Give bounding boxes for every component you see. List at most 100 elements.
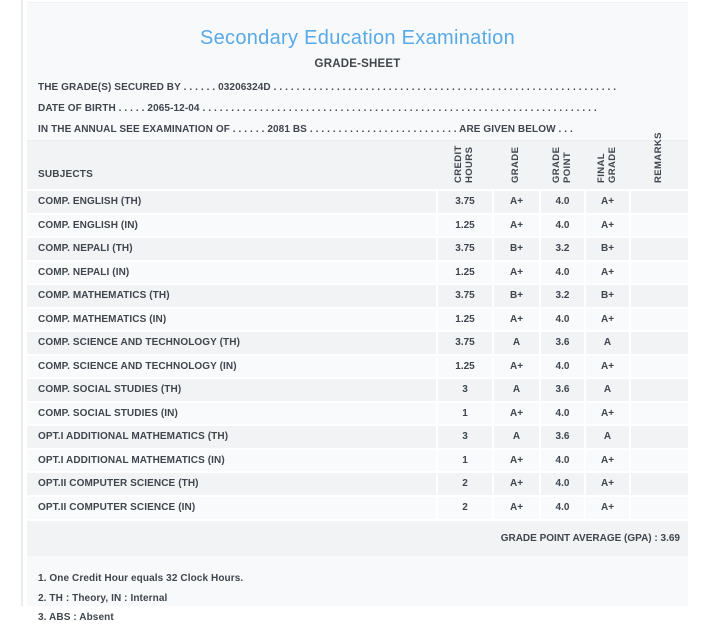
grade-table-body: COMP. ENGLISH (TH) 3.75 A+ 4.0 A+ COMP. … bbox=[27, 189, 688, 519]
subject-cell: OPT.II COMPUTER SCIENCE (IN) bbox=[27, 494, 437, 519]
subject-cell: OPT.I ADDITIONAL MATHEMATICS (TH) bbox=[27, 424, 437, 449]
grade-point-cell: 4.0 bbox=[539, 400, 585, 425]
footnotes: 1. One Credit Hour equals 32 Clock Hours… bbox=[38, 569, 688, 628]
table-row: COMP. NEPALI (IN) 1.25 A+ 4.0 A+ bbox=[27, 259, 688, 284]
remarks-cell bbox=[629, 259, 688, 284]
footnote-3: 3. ABS : Absent bbox=[38, 612, 114, 623]
subject-cell: COMP. SCIENCE AND TECHNOLOGY (IN) bbox=[27, 353, 437, 378]
subject-cell: COMP. NEPALI (IN) bbox=[27, 259, 437, 284]
credit-hours-cell: 2 bbox=[436, 494, 493, 519]
table-row: COMP. SCIENCE AND TECHNOLOGY (TH) 3.75 A… bbox=[27, 330, 688, 355]
final-grade-cell: A+ bbox=[584, 212, 630, 237]
table-row: COMP. MATHEMATICS (IN) 1.25 A+ 4.0 A+ bbox=[27, 306, 688, 331]
column-header-remarks-label: REMARKS bbox=[652, 132, 664, 183]
table-row: COMP. ENGLISH (TH) 3.75 A+ 4.0 A+ bbox=[27, 189, 688, 214]
final-grade-cell: A+ bbox=[584, 189, 630, 214]
sheet-subtitle: GRADE-SHEET bbox=[314, 58, 401, 70]
column-header-remarks: REMARKS bbox=[630, 132, 688, 191]
credit-hours-cell: 3.75 bbox=[436, 236, 493, 261]
column-header-grade: GRADE bbox=[493, 141, 540, 191]
grade-point-cell: 3.6 bbox=[539, 377, 585, 402]
gpa-label: GRADE POINT AVERAGE (GPA) : bbox=[500, 533, 658, 544]
footnote-1: 1. One Credit Hour equals 32 Clock Hours… bbox=[38, 573, 244, 584]
grade-point-cell: 3.2 bbox=[539, 283, 585, 308]
footnote-2: 2. TH : Theory, IN : Internal bbox=[38, 592, 168, 604]
table-row: COMP. SCIENCE AND TECHNOLOGY (IN) 1.25 A… bbox=[27, 353, 688, 378]
grade-cell: A+ bbox=[492, 189, 540, 214]
subject-cell: OPT.I ADDITIONAL MATHEMATICS (IN) bbox=[27, 447, 437, 472]
remarks-cell bbox=[629, 424, 688, 449]
table-row: COMP. MATHEMATICS (TH) 3.75 B+ 3.2 B+ bbox=[27, 283, 688, 308]
table-row: OPT.II COMPUTER SCIENCE (TH) 2 A+ 4.0 A+ bbox=[27, 471, 688, 496]
column-header-credit-hours-label: CREDIT HOURS bbox=[453, 145, 475, 183]
final-grade-cell: A+ bbox=[584, 259, 630, 284]
credit-hours-cell: 1.25 bbox=[436, 259, 493, 284]
final-grade-cell: A bbox=[584, 377, 630, 402]
final-grade-cell: B+ bbox=[584, 236, 630, 261]
subject-cell: COMP. NEPALI (TH) bbox=[27, 236, 437, 261]
grade-cell: A+ bbox=[492, 306, 540, 331]
grade-point-cell: 4.0 bbox=[539, 494, 585, 519]
remarks-cell bbox=[629, 212, 688, 237]
final-grade-cell: A+ bbox=[584, 306, 630, 331]
remarks-cell bbox=[629, 283, 688, 308]
info-line-secured-by: THE GRADE(S) SECURED BY . . . . . . 0320… bbox=[38, 82, 616, 93]
subject-cell: COMP. MATHEMATICS (TH) bbox=[27, 283, 437, 308]
grade-cell: A+ bbox=[492, 400, 540, 425]
grade-point-cell: 4.0 bbox=[539, 306, 585, 331]
credit-hours-cell: 1.25 bbox=[436, 306, 493, 331]
grade-point-cell: 4.0 bbox=[539, 212, 585, 237]
column-header-grade-label: GRADE bbox=[510, 146, 522, 183]
credit-hours-cell: 1.25 bbox=[436, 353, 493, 378]
final-grade-cell: A+ bbox=[584, 471, 630, 496]
grade-point-cell: 4.0 bbox=[539, 353, 585, 378]
remarks-cell bbox=[629, 236, 688, 261]
credit-hours-cell: 3.75 bbox=[436, 283, 493, 308]
remarks-cell bbox=[629, 447, 688, 472]
subject-cell: COMP. MATHEMATICS (IN) bbox=[27, 306, 437, 331]
subject-cell: OPT.II COMPUTER SCIENCE (TH) bbox=[27, 471, 437, 496]
gpa-value: 3.69 bbox=[660, 533, 680, 544]
subject-cell: COMP. SOCIAL STUDIES (IN) bbox=[27, 400, 437, 425]
column-header-grade-point: GRADE POINT bbox=[540, 141, 585, 191]
credit-hours-cell: 3.75 bbox=[436, 189, 493, 214]
gpa-summary: GRADE POINT AVERAGE (GPA) : 3.69 bbox=[27, 519, 688, 556]
remarks-cell bbox=[629, 494, 688, 519]
column-header-subjects: SUBJECTS bbox=[38, 169, 93, 180]
grade-point-cell: 4.0 bbox=[539, 259, 585, 284]
grade-cell: A+ bbox=[492, 212, 540, 237]
subject-cell: COMP. ENGLISH (TH) bbox=[27, 189, 437, 214]
final-grade-cell: A bbox=[584, 424, 630, 449]
final-grade-cell: A+ bbox=[584, 447, 630, 472]
final-grade-cell: A+ bbox=[584, 494, 630, 519]
grade-cell: A+ bbox=[492, 471, 540, 496]
final-grade-cell: A+ bbox=[584, 400, 630, 425]
grade-cell: A+ bbox=[492, 494, 540, 519]
info-line-date-of-birth: DATE OF BIRTH . . . . . 2065-12-04 . . .… bbox=[38, 103, 598, 114]
credit-hours-cell: 1 bbox=[436, 447, 493, 472]
grade-cell: A+ bbox=[492, 259, 540, 284]
subject-cell: COMP. SCIENCE AND TECHNOLOGY (TH) bbox=[27, 330, 437, 355]
grade-cell: A bbox=[492, 330, 540, 355]
remarks-cell bbox=[629, 400, 688, 425]
grade-cell: B+ bbox=[492, 283, 540, 308]
table-row: OPT.I ADDITIONAL MATHEMATICS (TH) 3 A 3.… bbox=[27, 424, 688, 449]
info-line-examination: IN THE ANNUAL SEE EXAMINATION OF . . . .… bbox=[38, 124, 573, 135]
grade-table-header: SUBJECTS CREDIT HOURS GRADE GRADE POINT … bbox=[27, 132, 688, 191]
credit-hours-cell: 1 bbox=[436, 400, 493, 425]
credit-hours-cell: 3 bbox=[436, 377, 493, 402]
credit-hours-cell: 1.25 bbox=[436, 212, 493, 237]
table-row: COMP. NEPALI (TH) 3.75 B+ 3.2 B+ bbox=[27, 236, 688, 261]
subject-cell: COMP. ENGLISH (IN) bbox=[27, 212, 437, 237]
grade-table: SUBJECTS CREDIT HOURS GRADE GRADE POINT … bbox=[27, 132, 688, 519]
page-title: Secondary Education Examination bbox=[199, 27, 516, 49]
remarks-cell bbox=[629, 330, 688, 355]
column-header-grade-point-label: GRADE POINT bbox=[550, 146, 573, 183]
remarks-cell bbox=[629, 189, 688, 214]
credit-hours-cell: 3.75 bbox=[436, 330, 493, 355]
final-grade-cell: A bbox=[584, 330, 630, 355]
credit-hours-cell: 3 bbox=[436, 424, 493, 449]
remarks-cell bbox=[629, 353, 688, 378]
final-grade-cell: B+ bbox=[584, 283, 630, 308]
column-header-final-grade: FINAL GRADE bbox=[585, 141, 630, 191]
